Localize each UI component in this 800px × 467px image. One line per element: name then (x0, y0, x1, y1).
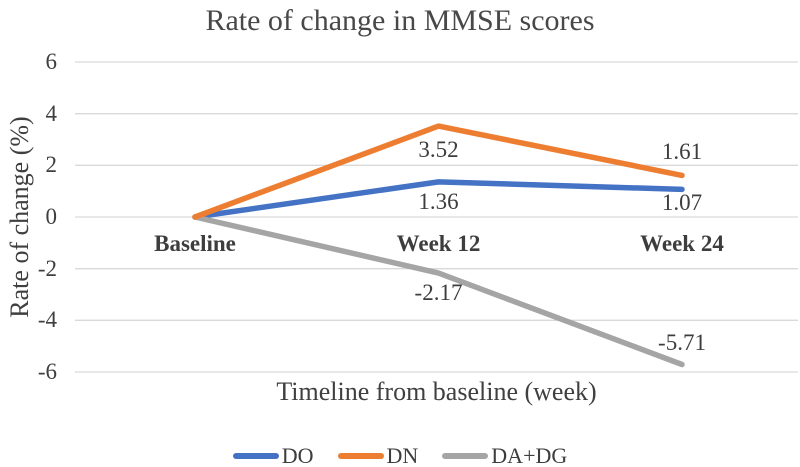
y-tick-label: -6 (37, 359, 57, 384)
legend-label: DN (386, 443, 419, 467)
data-label: -2.17 (414, 280, 463, 306)
legend-item-DN: DN (337, 443, 419, 467)
series-line-DN (192, 123, 685, 220)
data-label: 3.52 (418, 137, 459, 163)
legend-label: DO (281, 443, 314, 467)
category-label: Week 12 (396, 231, 481, 256)
y-tick-label: 0 (45, 204, 58, 229)
legend-marker-icon (337, 453, 384, 459)
legend-item-DO: DO (232, 443, 314, 467)
category-label: Baseline (154, 231, 236, 256)
legend-marker-icon (232, 453, 279, 459)
legend: DO DN DA+DG (0, 444, 800, 467)
y-tick-label: -2 (37, 255, 57, 281)
data-label: 1.07 (661, 190, 703, 216)
legend-item-DA+DG: DA+DG (442, 444, 567, 467)
legend-label: DA+DG (491, 443, 568, 467)
y-tick-label: -4 (37, 307, 57, 333)
x-axis-title: Timeline from baseline (week) (276, 377, 597, 406)
category-label: Week 24 (640, 231, 724, 256)
series-line-DO (192, 179, 685, 220)
y-tick-label: 4 (45, 100, 58, 126)
series-line-DA+DG (192, 214, 685, 368)
chart-title: Rate of change in MMSE scores (205, 4, 595, 37)
data-label: 1.61 (661, 139, 703, 165)
data-label: 1.36 (418, 188, 459, 214)
y-tick-label: 6 (45, 49, 58, 74)
y-tick-label: 2 (45, 152, 58, 178)
legend-marker-icon (442, 453, 489, 459)
data-label: -5.71 (658, 329, 706, 355)
